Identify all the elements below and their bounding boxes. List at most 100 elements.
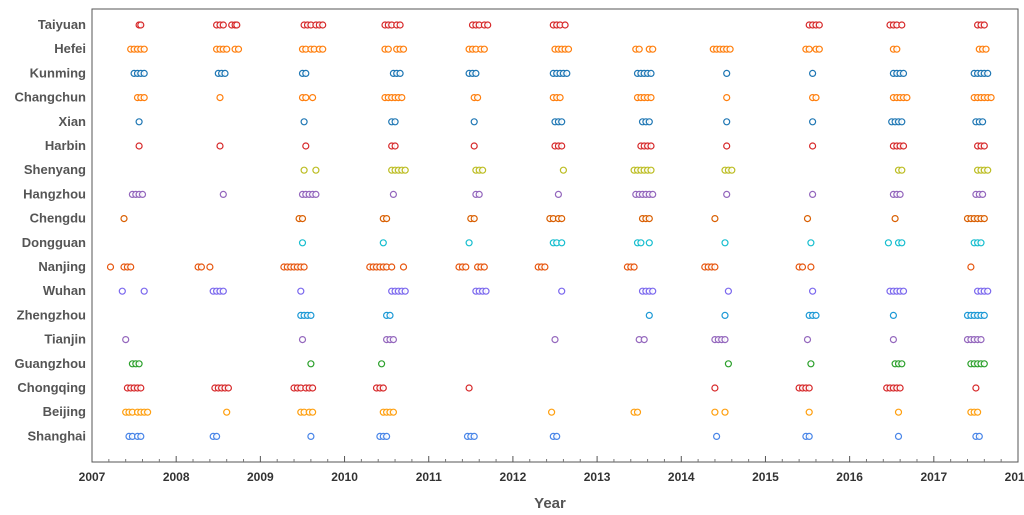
data-point bbox=[378, 360, 386, 368]
series-wuhan bbox=[118, 287, 992, 295]
data-point bbox=[899, 287, 908, 295]
series-shanghai bbox=[125, 432, 983, 440]
data-point bbox=[309, 93, 317, 102]
x-tick-label: 2012 bbox=[500, 470, 527, 484]
data-point bbox=[645, 311, 653, 319]
data-point bbox=[723, 93, 731, 102]
x-tick-label: 2007 bbox=[79, 470, 106, 484]
data-point bbox=[558, 287, 566, 295]
data-point bbox=[975, 432, 983, 440]
data-point bbox=[300, 166, 308, 174]
data-point bbox=[484, 21, 492, 29]
data-point bbox=[309, 384, 317, 392]
data-point bbox=[889, 311, 898, 319]
data-point bbox=[798, 263, 807, 271]
data-point bbox=[894, 408, 903, 416]
data-point bbox=[884, 239, 893, 247]
data-point bbox=[140, 45, 148, 53]
data-point bbox=[140, 287, 148, 295]
x-tick-label: 2016 bbox=[836, 470, 863, 484]
data-point bbox=[896, 384, 904, 392]
data-point bbox=[805, 432, 813, 440]
series-zhengzhou bbox=[297, 311, 988, 319]
data-point bbox=[118, 287, 126, 295]
series-nanjing bbox=[106, 263, 975, 271]
x-tick-label: 2008 bbox=[163, 470, 190, 484]
data-point bbox=[558, 215, 566, 223]
data-point bbox=[216, 93, 224, 102]
data-point bbox=[645, 118, 653, 126]
data-point bbox=[307, 432, 315, 440]
data-point bbox=[219, 190, 227, 198]
data-point bbox=[470, 432, 478, 440]
category-label: Shanghai bbox=[27, 428, 86, 443]
data-point bbox=[379, 239, 387, 247]
data-point bbox=[630, 263, 638, 271]
data-point bbox=[137, 21, 145, 29]
data-point bbox=[808, 190, 817, 198]
data-point bbox=[480, 45, 488, 53]
data-point bbox=[312, 166, 320, 174]
data-point bbox=[547, 408, 556, 416]
data-point bbox=[726, 45, 734, 53]
data-point bbox=[213, 432, 221, 440]
data-point bbox=[135, 118, 143, 126]
data-point bbox=[480, 263, 488, 271]
data-point bbox=[728, 166, 736, 174]
data-point bbox=[977, 239, 985, 247]
data-point bbox=[224, 384, 232, 392]
data-point bbox=[216, 142, 224, 150]
data-point bbox=[379, 384, 387, 392]
data-point bbox=[219, 287, 227, 295]
data-point bbox=[307, 360, 315, 368]
data-point bbox=[135, 360, 143, 368]
x-tick-label: 2010 bbox=[331, 470, 358, 484]
data-point bbox=[319, 45, 327, 53]
series-hefei bbox=[127, 45, 990, 53]
data-point bbox=[389, 408, 397, 416]
data-point bbox=[140, 69, 148, 78]
data-point bbox=[898, 239, 906, 247]
data-point bbox=[465, 384, 473, 392]
data-point bbox=[561, 21, 569, 29]
data-point bbox=[122, 336, 130, 344]
data-point bbox=[138, 190, 147, 198]
category-label: Shenyang bbox=[24, 162, 86, 177]
data-point bbox=[482, 287, 490, 295]
data-point bbox=[645, 215, 653, 223]
category-label: Chongqing bbox=[17, 380, 86, 395]
category-label: Harbin bbox=[45, 138, 86, 153]
data-point bbox=[808, 287, 817, 295]
data-point bbox=[319, 21, 327, 29]
data-point bbox=[389, 336, 397, 344]
data-point bbox=[712, 432, 721, 440]
data-point bbox=[812, 311, 820, 319]
data-point bbox=[398, 93, 406, 102]
data-point bbox=[554, 190, 563, 198]
data-point bbox=[640, 336, 648, 344]
category-label: Hangzhou bbox=[23, 186, 86, 201]
data-point bbox=[399, 45, 408, 53]
data-point bbox=[647, 69, 655, 78]
data-point bbox=[383, 215, 391, 223]
data-point bbox=[558, 142, 566, 150]
data-point bbox=[470, 215, 478, 223]
category-label: Chengdu bbox=[30, 211, 86, 226]
data-point bbox=[135, 142, 143, 150]
data-point bbox=[563, 69, 571, 78]
plot-frame bbox=[91, 8, 1019, 463]
data-point bbox=[711, 384, 719, 392]
category-label: Guangzhou bbox=[15, 356, 87, 371]
data-point bbox=[401, 287, 409, 295]
data-point bbox=[723, 142, 731, 150]
data-point bbox=[808, 69, 817, 78]
data-point bbox=[396, 69, 404, 78]
data-point bbox=[815, 21, 823, 29]
data-point bbox=[470, 142, 478, 150]
data-point bbox=[309, 408, 317, 416]
x-tick-label: 2018 bbox=[1005, 470, 1024, 484]
data-point bbox=[391, 118, 399, 126]
data-point bbox=[815, 45, 823, 53]
series-guangzhou bbox=[128, 360, 988, 368]
data-point bbox=[206, 263, 214, 271]
